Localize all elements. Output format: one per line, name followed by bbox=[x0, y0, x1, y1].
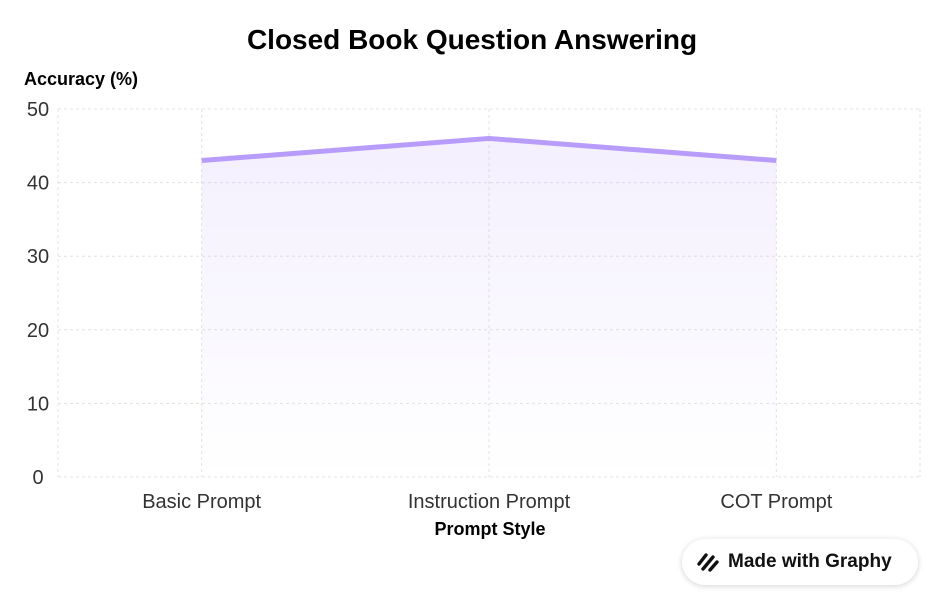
x-tick-label: Basic Prompt bbox=[142, 491, 261, 513]
graphy-logo-icon bbox=[697, 553, 719, 572]
made-with-graphy-badge[interactable]: Made with Graphy bbox=[682, 539, 918, 585]
series-line bbox=[201, 135, 777, 164]
x-axis-label: Prompt Style bbox=[434, 519, 546, 539]
y-tick-label: 40 bbox=[27, 173, 49, 195]
series-area bbox=[201, 138, 777, 477]
x-tick-label: COT Prompt bbox=[720, 491, 832, 513]
series-layer bbox=[201, 135, 777, 477]
y-tick-label: 0 bbox=[32, 467, 43, 489]
y-tick-label: 20 bbox=[27, 320, 49, 342]
y-tick-label: 30 bbox=[27, 246, 49, 268]
badge-label: Made with Graphy bbox=[728, 551, 892, 572]
y-tick-labels: 0 10 20 30 40 50 bbox=[27, 99, 49, 489]
y-tick-label: 10 bbox=[27, 393, 49, 415]
x-tick-labels: Basic Prompt Instruction Prompt COT Prompt bbox=[142, 491, 833, 513]
y-tick-label: 50 bbox=[27, 99, 49, 121]
y-axis-label: Accuracy (%) bbox=[24, 69, 139, 89]
chart-title: Closed Book Question Answering bbox=[246, 24, 698, 55]
x-tick-label: Instruction Prompt bbox=[408, 491, 571, 513]
